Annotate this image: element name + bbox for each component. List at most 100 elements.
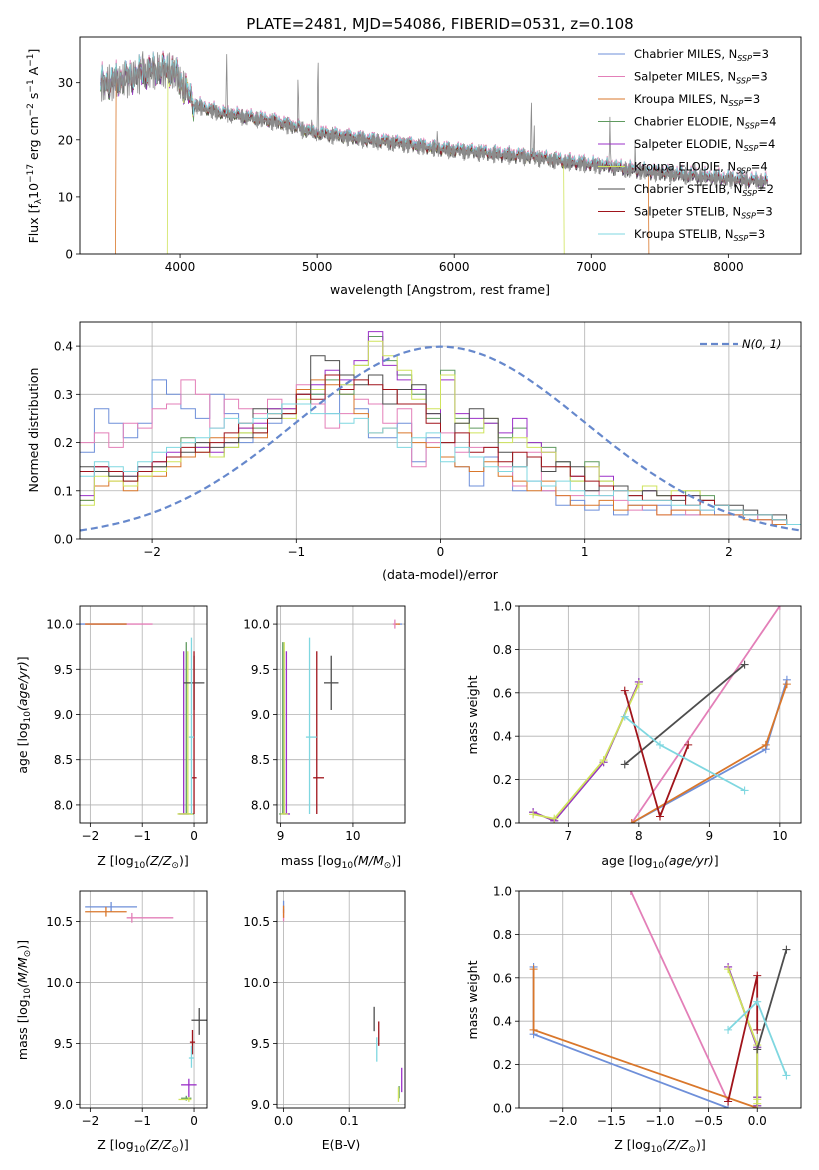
weight-point-salpeter-stelib <box>684 740 693 749</box>
weight-point-chabrier-stelib <box>753 1045 762 1054</box>
axes-frame <box>518 605 802 824</box>
spectrum-data-line <box>100 51 769 191</box>
mE-xlabel: E(B-V) <box>322 1137 361 1152</box>
plot-area <box>80 623 205 815</box>
x-tick-label: 9 <box>706 829 714 843</box>
weight-point-kroupa-stelib <box>782 1071 791 1080</box>
y-tick-label: 0.0 <box>493 1102 512 1116</box>
weight-point-chabrier-stelib <box>740 660 749 669</box>
y-tick-label: 0.6 <box>493 971 512 985</box>
legend-label-salpeter-stelib: Salpeter STELIB, NSSP=3 <box>634 205 773 221</box>
legend-label-kroupa-miles: Kroupa MILES, NSSP=3 <box>634 92 760 108</box>
wAge-xlabel: age [log10(age/yr)] <box>601 853 718 871</box>
y-tick-label: 0.0 <box>493 817 512 831</box>
spectrum-xlabel: wavelength [Angstrom, rest frame] <box>330 282 550 297</box>
wZ-ylabel: mass weight <box>465 960 480 1039</box>
plot-area <box>279 619 403 815</box>
plot-area <box>85 901 207 1102</box>
plot-area <box>100 50 769 254</box>
x-tick-label: 6000 <box>439 260 470 274</box>
x-tick-label: −2 <box>143 545 161 559</box>
x-tick-label: 10 <box>772 829 787 843</box>
x-tick-label: 4000 <box>165 260 196 274</box>
mass-vs-extinction-panel: E(B-V) 0.0 0.1 9.0 9.5 10.0 10.5 <box>243 890 406 1152</box>
weight-point-kroupa-elodie <box>634 680 643 689</box>
y-tick-label: 10.0 <box>46 976 73 990</box>
x-tick-label: −1.0 <box>645 1114 674 1128</box>
y-tick-label: 0.4 <box>54 340 73 354</box>
y-tick-label: 9.0 <box>54 1098 73 1112</box>
legend-label-kroupa-stelib: Kroupa STELIB, NSSP=3 <box>634 227 765 243</box>
weight-point-kroupa-elodie <box>599 756 608 765</box>
weight-line-chabrier-stelib <box>624 663 746 766</box>
y-tick-label: 1.0 <box>493 600 512 614</box>
legend-label-kroupa-elodie: Kroupa ELODIE, NSSP=4 <box>634 160 768 176</box>
wAge-ylabel: mass weight <box>465 675 480 754</box>
weight-point-kroupa-elodie <box>753 1099 762 1108</box>
x-tick-label: 8 <box>635 829 643 843</box>
axes-frame <box>79 605 208 824</box>
weight-vs-age-panel: age [log10(age/yr)] mass weight 7 8 9 10 0.0… <box>465 600 802 871</box>
y-tick-label: 8.0 <box>54 798 73 812</box>
weight-point-kroupa-elodie <box>529 810 538 819</box>
mZ-xlabel: Z [log10(Z/Z⊙)] <box>97 1137 188 1155</box>
x-tick-label: 8000 <box>713 260 744 274</box>
weight-point-kroupa-stelib <box>724 1025 733 1034</box>
residuals-panel: (data-model)/error Normed distribution −… <box>26 321 802 582</box>
x-tick-label: 7 <box>565 829 573 843</box>
y-tick-label: 9.0 <box>251 708 270 722</box>
y-tick-label: 0.2 <box>493 773 512 787</box>
spectrum-panel: wavelength [Angstrom, rest frame] Flux [… <box>26 36 802 297</box>
y-tick-label: 30 <box>58 76 73 90</box>
weight-line-chabrier-stelib <box>756 949 788 1050</box>
weight-line-kroupa-elodie <box>532 683 640 820</box>
y-tick-label: 0.8 <box>493 643 512 657</box>
weight-point-kroupa-miles <box>627 819 636 823</box>
y-tick-label: 8.5 <box>54 753 73 767</box>
y-tick-label: 0.8 <box>493 928 512 942</box>
weight-point-salpeter-stelib <box>620 686 629 695</box>
spectrum-legend: Chabrier MILES, NSSP=3 Salpeter MILES, NS… <box>598 47 776 243</box>
y-tick-label: 0.0 <box>54 533 73 547</box>
y-tick-label: 10 <box>58 190 73 204</box>
y-tick-label: 8.5 <box>251 753 270 767</box>
ageM-xlabel: mass [log10(M/M⊙)] <box>281 853 401 871</box>
wZ-xlabel: Z [log10(Z/Z⊙)] <box>614 1137 705 1155</box>
weight-vs-metallicity-panel: Z [log10(Z/Z⊙)] mass weight −2.0 −1.5 −1.0… <box>465 885 802 1155</box>
x-tick-label: −2 <box>82 1114 100 1128</box>
axes-frame <box>518 890 802 1109</box>
y-tick-label: 0.4 <box>493 1015 512 1029</box>
x-tick-label: −1.5 <box>597 1114 626 1128</box>
histogram-kroupa-stelib <box>80 403 801 525</box>
axes-frame <box>276 890 406 1109</box>
legend-label-chabrier-miles: Chabrier MILES, NSSP=3 <box>634 47 769 63</box>
weight-point-chabrier-stelib <box>782 945 791 954</box>
x-tick-label: 0 <box>190 1114 198 1128</box>
weight-point-salpeter-stelib <box>753 1025 762 1034</box>
x-tick-label: 0.0 <box>748 1114 767 1128</box>
weight-point-kroupa-elodie <box>550 814 559 823</box>
x-tick-label: 0 <box>190 829 198 843</box>
histogram-salpeter-stelib <box>80 374 801 525</box>
x-tick-label: −1 <box>287 545 305 559</box>
weight-point-kroupa-miles <box>761 740 770 749</box>
y-tick-label: 9.5 <box>251 663 270 677</box>
x-tick-label: 5000 <box>302 260 333 274</box>
x-tick-label: 7000 <box>576 260 607 274</box>
legend-label-gaussian: N(0, 1) <box>742 337 782 351</box>
legend-label-chabrier-stelib: Chabrier STELIB, NSSP=2 <box>634 182 774 198</box>
y-tick-label: 9.5 <box>251 1037 270 1051</box>
plot-area <box>80 331 801 532</box>
weight-point-salpeter-miles <box>626 891 635 895</box>
axes-frame <box>79 36 802 255</box>
x-tick-label: −1 <box>133 1114 151 1128</box>
weight-point-kroupa-miles <box>529 965 538 974</box>
axes-frame <box>276 605 406 824</box>
y-tick-label: 9.0 <box>251 1098 270 1112</box>
weight-point-kroupa-miles <box>529 1025 538 1034</box>
ageZ-xlabel: Z [log10(Z/Z⊙)] <box>97 853 188 871</box>
y-tick-label: 20 <box>58 133 73 147</box>
x-tick-label: 10 <box>345 829 360 843</box>
x-tick-label: 9 <box>277 829 285 843</box>
